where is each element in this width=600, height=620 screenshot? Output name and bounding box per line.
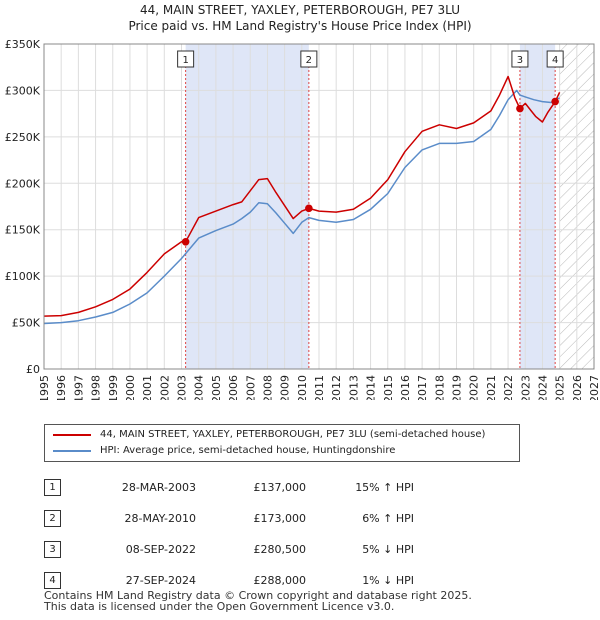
sale-number-badge: 4 [44,572,61,589]
x-tick-label: 1998 [90,375,103,400]
x-tick-label: 2023 [519,375,532,400]
x-tick-label: 2027 [588,375,600,400]
sale-date: 08-SEP-2022 [125,543,196,556]
x-tick-label: 1999 [107,375,120,400]
sale-hpi-diff: 1% ↓ HPI [362,574,414,587]
x-tick-label: 1997 [72,375,85,400]
y-tick-label: £150K [5,224,41,237]
y-tick-label: £100K [5,270,41,283]
sale-price: £137,000 [253,481,307,494]
x-tick-label: 2000 [124,375,137,400]
chart-title: 44, MAIN STREET, YAXLEY, PETERBOROUGH, P… [139,3,461,17]
sale-marker-box [300,50,318,68]
x-tick-label: 2011 [313,375,326,400]
x-tick-label: 2004 [193,375,206,400]
footer-copyright: Contains HM Land Registry data © Crown c… [44,589,472,602]
y-tick-label: £350K [5,38,41,51]
x-tick-label: 2020 [468,375,481,400]
price-chart: 1 2 3 4 £0 £50K £100K £150K £200K £250K £300K £350… [5,38,600,400]
sale-hpi-diff: 15% ↑ HPI [355,481,414,494]
sale-marker-box [546,50,564,68]
x-tick-label: 2010 [296,375,309,400]
legend-label-property: 44, MAIN STREET, YAXLEY, PETERBOROUGH, P… [100,429,486,440]
y-tick-label: £50K [12,317,41,330]
chart-legend: 44, MAIN STREET, YAXLEY, PETERBOROUGH, P… [44,424,520,462]
table-row: 3 08-SEP-2022 £280,500 5% ↓ HPI [42,534,414,565]
sale-marker-number: 2 [306,55,312,66]
x-tick-label: 2021 [485,375,498,400]
x-tick-label: 2019 [451,375,464,400]
x-tick-label: 2022 [502,375,515,400]
x-tick-label: 2014 [365,375,378,400]
x-tick-label: 2018 [433,375,446,400]
x-tick-label: 2006 [227,375,240,400]
x-tick-label: 2026 [571,375,584,400]
x-tick-label: 2012 [330,375,343,400]
footer: Contains HM Land Registry data © Crown c… [44,590,472,612]
sale-point [181,237,190,246]
x-tick-label: 2007 [244,375,257,400]
x-tick-label: 2002 [158,375,171,400]
x-tick-label: 1995 [38,375,51,400]
sale-marker-number: 1 [182,55,188,66]
y-tick-label: £300K [5,84,41,97]
x-tick-label: 2003 [176,375,189,400]
sale-marker-box [177,50,195,68]
table-row: 1 28-MAR-2003 £137,000 15% ↑ HPI [42,472,414,503]
footer-license: This data is licensed under the Open Gov… [44,600,395,613]
ownership-period-shade [185,44,309,369]
sale-hpi-diff: 6% ↑ HPI [362,512,414,525]
sale-point [516,104,524,113]
sale-date: 27-SEP-2024 [125,574,196,587]
sale-marker-box [511,50,529,68]
sale-number-badge: 2 [44,510,61,527]
sale-marker-number: 4 [552,55,558,66]
sale-number-badge: 3 [44,541,61,558]
sale-number-badge: 1 [44,479,61,496]
sale-price: £173,000 [253,512,307,525]
legend-swatch-property [53,434,91,436]
x-tick-label: 2016 [399,375,412,400]
x-tick-label: 2025 [554,375,567,400]
legend-label-hpi: HPI: Average price, semi-detached house,… [100,445,396,456]
x-tick-label: 2008 [261,375,274,400]
sale-marker-number: 3 [517,55,523,66]
y-tick-label: £0 [26,363,40,376]
ownership-period-shade [519,44,556,369]
sale-point [305,204,313,213]
sale-hpi-diff: 5% ↓ HPI [362,543,414,556]
y-tick-label: £200K [5,177,41,190]
table-row: 4 27-SEP-2024 £288,000 1% ↓ HPI [42,565,414,596]
sale-date: 28-MAR-2003 [121,481,196,494]
chart-subtitle: Price paid vs. HM Land Registry's House … [128,19,472,33]
legend-swatch-hpi [53,450,91,452]
plot-frame [43,43,595,370]
sale-point [551,97,559,106]
x-tick-label: 2015 [382,375,395,400]
x-tick-label: 2017 [416,375,429,400]
y-tick-label: £250K [5,131,41,144]
hpi-series-line [43,89,560,325]
sales-table: 1 28-MAR-2003 £137,000 15% ↑ HPI 2 28-MA… [42,472,414,596]
x-tick-label: 2001 [141,375,154,400]
x-tick-label: 2005 [210,375,223,400]
x-tick-label: 1996 [55,375,68,400]
table-row: 2 28-MAY-2010 £173,000 6% ↑ HPI [42,503,414,534]
sale-price: £280,500 [253,543,307,556]
x-tick-label: 2013 [347,375,360,400]
x-tick-label: 2009 [279,375,292,400]
x-tick-label: 2024 [536,375,549,400]
sale-date: 28-MAY-2010 [124,512,196,525]
sale-price: £288,000 [253,574,307,587]
